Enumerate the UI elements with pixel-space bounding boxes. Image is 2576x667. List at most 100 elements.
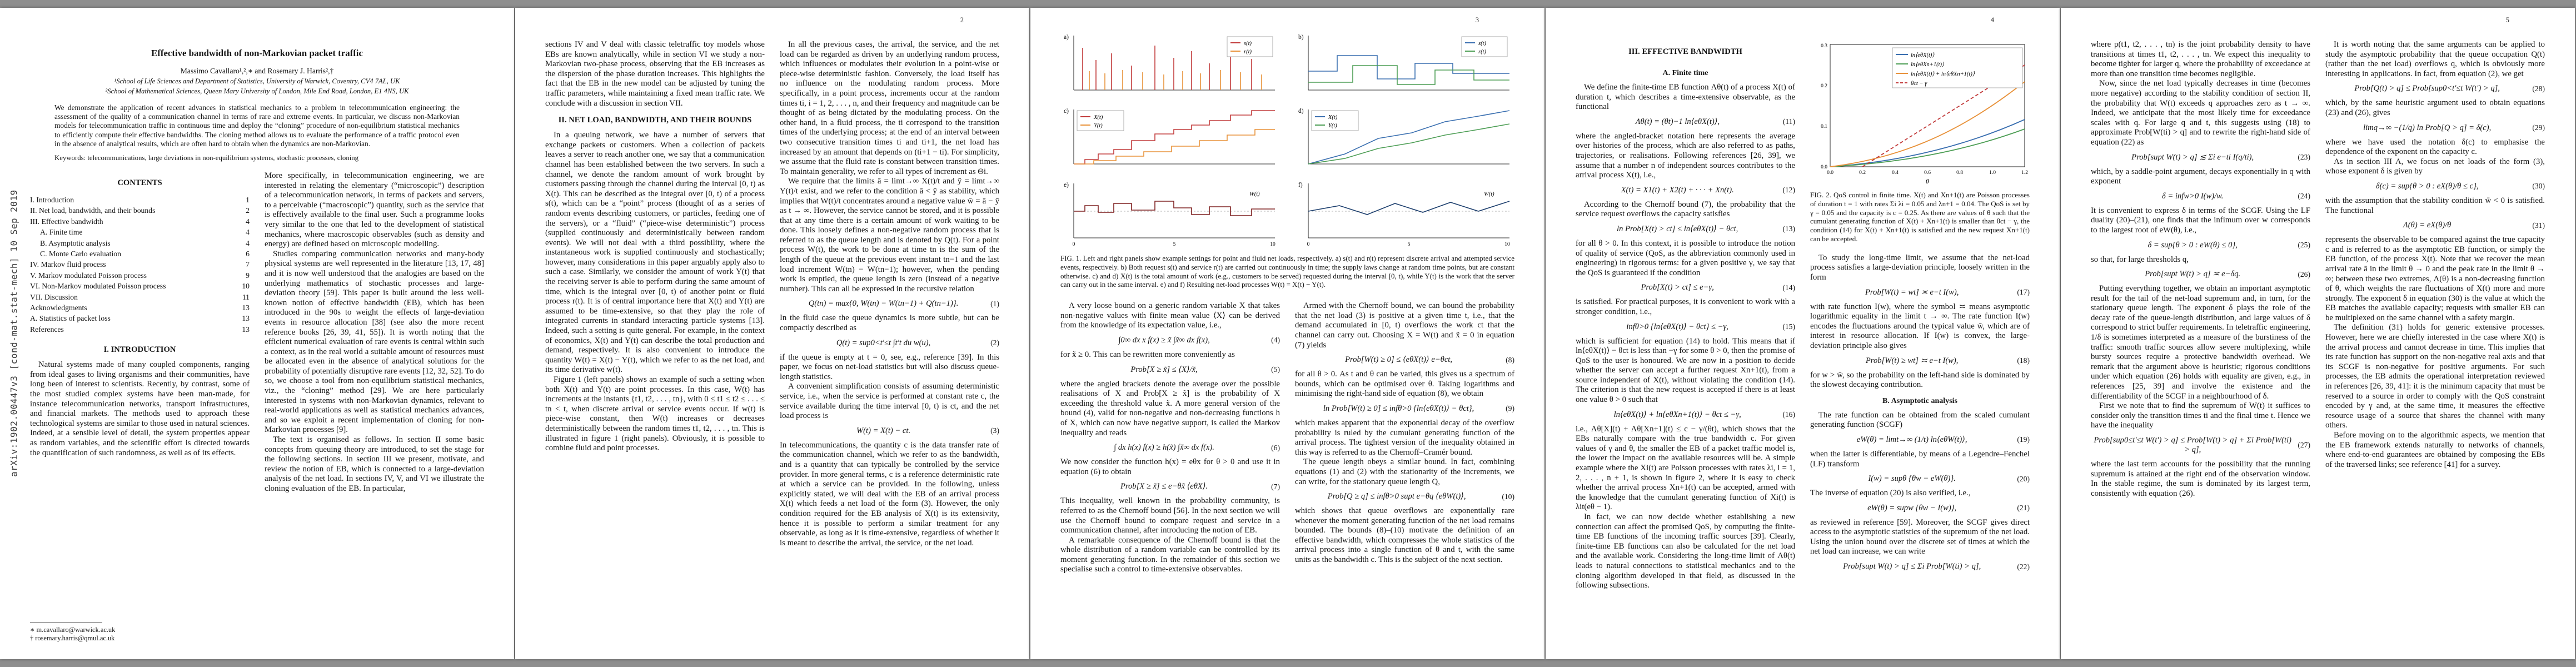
equation: ∫0∞ dx x f(x) ≥ x̃ ∫x̃∞ dx f(x), (4) xyxy=(1060,336,1280,345)
toc-item[interactable]: VII. Discussion 11 xyxy=(30,292,250,302)
page5-left-column: where p(t1, t2, . . . , tn) is the joint… xyxy=(2091,40,2310,643)
paragraph: According to the Chernoff bound (7), the… xyxy=(1576,200,1795,219)
equation-number: (19) xyxy=(2017,435,2030,444)
toc-item[interactable]: IV. Markov fluid process 7 xyxy=(30,259,250,270)
series-s-point xyxy=(1082,46,1252,90)
toc-item[interactable]: A. Statistics of packet loss 13 xyxy=(30,313,250,323)
series-X-fluid xyxy=(1308,110,1510,165)
equation-body: Prob[X(t) > ct] ≤ e−γ, xyxy=(1641,283,1714,292)
equation-body: Prob[W(t) ≥ 0] ≤ ⟨eθX(t)⟩ e−θct, xyxy=(1345,355,1453,365)
equation-number: (17) xyxy=(2017,288,2030,297)
legend: s(t) r(t) xyxy=(1227,36,1273,57)
page3-left-column: A very loose bound on a generic random v… xyxy=(1060,301,1280,643)
toc-item[interactable]: II. Net load, bandwidth, and their bound… xyxy=(30,205,250,216)
page-2: 2 sections IV and V deal with classic te… xyxy=(515,8,1029,659)
keywords-line: Keywords: telecommunications, large devi… xyxy=(54,154,359,162)
toc-item[interactable]: V. Markov modulated Poisson process 9 xyxy=(30,270,250,281)
equation-number: (28) xyxy=(2532,84,2545,93)
toc-label: VI. Non-Markov modulated Poisson process xyxy=(30,282,166,291)
equation: ∫ dx h(x) f(x) ≥ h(x̃) ∫x̃∞ dx f(x). (6) xyxy=(1060,443,1280,452)
toc-label: A. Statistics of packet loss xyxy=(30,314,111,323)
equation: Q(t) = sup0<t′≤t ∫t′t du w(u), (2) xyxy=(780,339,999,348)
toc-label: VII. Discussion xyxy=(30,292,78,301)
equation-number: (12) xyxy=(1782,186,1795,195)
legend-label: s(t) xyxy=(1478,41,1487,47)
paragraph: In fact, we can now decide whether estab… xyxy=(1576,512,1795,590)
equation-body: eW(θ) = limt→∞ (1/t) ln⟨eθW(t)⟩, xyxy=(1856,435,1967,444)
paragraph: It is convenient to express δ in terms o… xyxy=(2091,206,2310,235)
toc-page: 4 xyxy=(246,228,250,237)
legend-label: s(t) xyxy=(1244,41,1252,47)
toc-page: 9 xyxy=(246,271,250,280)
toc-item[interactable]: VI. Non-Markov modulated Poisson process… xyxy=(30,281,250,291)
toc-item[interactable]: A. Finite time 4 xyxy=(30,227,250,237)
equation-number: (31) xyxy=(2532,221,2545,230)
page2-right-column: In all the previous cases, the arrival, … xyxy=(780,40,999,643)
paragraph: It is worth noting that the same argumen… xyxy=(2325,40,2545,78)
panel-label: b) xyxy=(1298,34,1304,41)
figure-1-caption: FIG. 1. Left and right panels show examp… xyxy=(1060,254,1514,289)
authors-line: Massimo Cavallaro¹,²,∗ and Rosemary J. H… xyxy=(180,67,334,75)
x-tick: 1.0 xyxy=(1989,170,1996,176)
paragraph: We require that the limits ā = limt→∞ X(… xyxy=(780,177,999,293)
equation-body: δ(c) = sup{θ > 0 : eX(θ)/θ ≤ c}, xyxy=(2375,181,2479,191)
paragraph: The inverse of equation (20) is also ver… xyxy=(1810,489,1971,498)
paragraph: where we have used the notation δ(c) to … xyxy=(2325,137,2545,157)
footnote-email-2[interactable]: † rosemary.harris@qmul.ac.uk xyxy=(30,634,115,642)
equation-body: Λθ(t) = (θt)−1 ln⟨eθX(t)⟩, xyxy=(1635,117,1720,126)
paragraph: with the assumption that the stability c… xyxy=(2325,196,2545,215)
paragraph: First we note that to find the supremum … xyxy=(2091,401,2310,430)
toc-item[interactable]: I. Introduction 1 xyxy=(30,195,250,205)
equation-body: Prob[supt W(t) > q] ≲ Σi e−ti I(q/ti), xyxy=(2131,152,2254,162)
toc-item[interactable]: Acknowledgments 13 xyxy=(30,302,250,313)
series-s-fluid xyxy=(1308,55,1509,79)
toc-item[interactable]: References 13 xyxy=(30,324,250,335)
equation: infθ>0 {ln⟨eθX(t)⟩ − θct} ≤ −γ, (15) xyxy=(1576,322,1795,332)
paragraph: for all θ > 0. As t and θ can be varied,… xyxy=(1295,370,1514,399)
equation: δ(c) = sup{θ > 0 : eX(θ)/θ ≤ c}, (30) xyxy=(2325,182,2545,191)
paragraph: where the angled-bracket notation here r… xyxy=(1576,131,1795,180)
footnote-email-1[interactable]: ∗ m.cavallaro@warwick.ac.uk xyxy=(30,626,116,634)
legend: ln⟨eθX(t)⟩ ln⟨eθXn+1(t)⟩ ln⟨eθX(t)⟩ + ln… xyxy=(1892,47,2023,88)
toc-item[interactable]: C. Monte Carlo evaluation 6 xyxy=(30,248,250,259)
toc-page: 2 xyxy=(246,206,250,215)
paragraph: i.e., Λθ[X](t) + Λθ[Xn+1](t) ≤ c − γ/(θt… xyxy=(1576,424,1795,512)
page2-left-column: sections IV and V deal with classic tele… xyxy=(545,40,765,643)
paragraph: This inequality, well known in the proba… xyxy=(1060,496,1280,535)
paragraph: where p(t1, t2, . . . , tn) is the joint… xyxy=(2091,40,2310,78)
toc-label: C. Monte Carlo evaluation xyxy=(40,250,121,258)
equation-number: (5) xyxy=(1271,365,1280,374)
toc-page: 13 xyxy=(242,314,250,323)
legend-label: X(t) xyxy=(1328,115,1338,121)
equation: Prob[supt W(t) > q] ≤ Σi Prob[W(ti) > q]… xyxy=(1810,562,2030,571)
toc-label: Acknowledgments xyxy=(30,303,87,312)
toc-page: 4 xyxy=(246,238,250,247)
paragraph: Now, since the net load typically decrea… xyxy=(2091,79,2310,147)
equation-body: Prob[supt W(t) > q] ≤ Σi Prob[W(ti) > q]… xyxy=(1843,562,1981,571)
equation-number: (26) xyxy=(2298,270,2310,278)
panel-label: e) xyxy=(1064,182,1069,188)
legend-label: ln⟨eθX(t)⟩ + ln⟨eθXn+1(t)⟩ xyxy=(1911,71,1975,77)
equation-body: Prob[sup0≤t′≤t W(t′) > q] ≤ Prob[W(t) > … xyxy=(2094,436,2291,454)
equation-number: (30) xyxy=(2532,182,2545,191)
paragraph: We now consider the function h(x) = eθx … xyxy=(1060,457,1280,476)
paragraph: A remarkable consequence of the Chernoff… xyxy=(1060,535,1280,574)
toc-item[interactable]: III. Effective bandwidth 4 xyxy=(30,216,250,227)
x-tick: 0.0 xyxy=(1827,170,1833,176)
toc-page: 7 xyxy=(246,260,250,269)
toc-item[interactable]: B. Asymptotic analysis 4 xyxy=(30,238,250,248)
toc-page: 13 xyxy=(242,303,250,312)
x-tick: 10 xyxy=(1270,242,1275,247)
equation-body: Λ(θ) = eX(θ)/θ xyxy=(2403,221,2452,230)
paragraph: Putting everything together, we obtain a… xyxy=(2091,284,2310,401)
equation: eW(θ) = limt→∞ (1/t) ln⟨eθW(t)⟩, (19) xyxy=(1810,435,2030,445)
equation-body: infθ>0 {ln⟨eθX(t)⟩ − θct} ≤ −γ, xyxy=(1626,322,1728,331)
figure-1: a) s(t) r(t) b) xyxy=(1060,31,1514,296)
panel-label: f) xyxy=(1298,182,1303,188)
equation: Prob[supt W(t) > q] ≲ Σi e−ti I(q/ti), (2… xyxy=(2091,153,2310,162)
x-tick: 1.2 xyxy=(2021,170,2028,176)
page1-left-column: CONTENTS I. Introduction 1 II. Net load, … xyxy=(30,171,250,643)
curve-cgf-Xn1 xyxy=(1830,128,2025,167)
fig1-panel-b: b) s(t) r(t) xyxy=(1295,31,1514,101)
equation-body: Prob[Q(t) > q] ≤ Prob[sup0<t′≤t W(t′) > … xyxy=(2354,84,2500,93)
